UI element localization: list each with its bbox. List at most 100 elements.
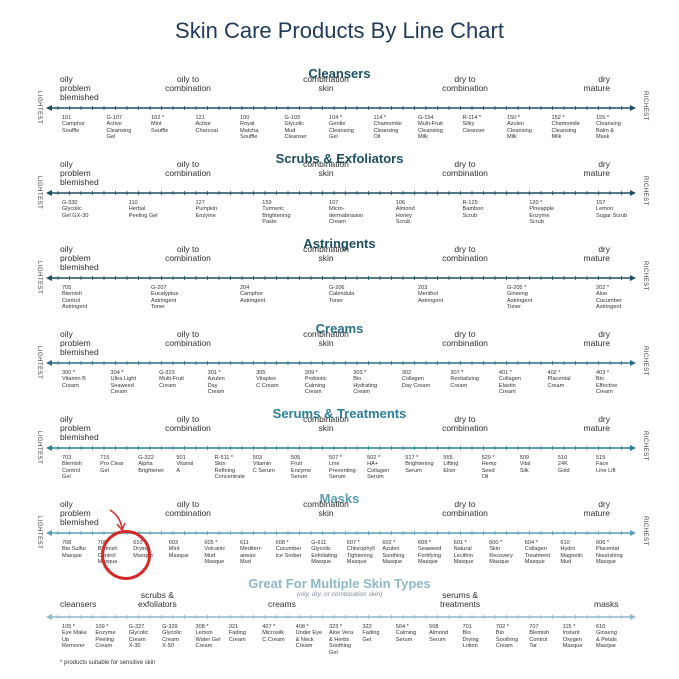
product-item: G-323 Multi-Fruit Cream [159, 370, 184, 389]
skin-type-label: oily to combination [165, 244, 211, 263]
product-item: 114 * Chamomile Cleansing Oil [373, 115, 402, 141]
product-item: 708 Bio Sulfur Masque [62, 540, 87, 559]
axis-line-2 [46, 275, 636, 281]
product-item: 110 Herbal Peeling Gel [128, 200, 158, 219]
product-item: 707 Blemish Control Tar [529, 624, 550, 650]
skin-type-label: dry mature [583, 74, 610, 93]
highlight-arrow-icon [109, 509, 126, 532]
product-item: 121 Active Charcoal [195, 115, 218, 134]
product-item: 502 * HA+ Collagen Serum [367, 455, 390, 481]
section-title: Serums & Treatments [272, 406, 407, 421]
skin-type-label: combination skin [303, 159, 349, 178]
skin-type-label: combination skin [303, 329, 349, 348]
product-item: 701 Bio Drying Lotion [462, 624, 479, 650]
richest-label: RICHEST [642, 261, 648, 291]
multi-section-title: Great For Multiple Skin Types [248, 576, 431, 591]
product-item: 601 * Natural Lecithin Masque [453, 540, 474, 566]
section-title: Creams [315, 321, 364, 336]
product-item: 504 * Calming Serum [395, 624, 417, 643]
skin-type-label: dry to combination [442, 499, 488, 518]
skin-type-label: oily problem blemished [60, 244, 99, 272]
product-item: 102 * Mint Souffle [151, 115, 169, 134]
product-item: 109 * Enzyme Peeling Cream [95, 624, 116, 650]
product-item: 403 * Bio Effective Cream [596, 370, 618, 396]
product-item: 610 Hydro Magnetic Mud [560, 540, 584, 566]
product-item: 715 Pro Clear Gel [100, 455, 124, 474]
lightest-label: LIGHTEST [36, 431, 42, 465]
lightest-label: LIGHTEST [36, 261, 42, 295]
product-item: G-107 Active Cleansing Gel [106, 115, 132, 141]
product-item: 105 * Eye Make Up Remover [62, 624, 87, 650]
product-item: 120 * Pineapple Enzyme Scrub [529, 200, 555, 226]
richest-label: RICHEST [642, 176, 648, 206]
product-item: 204 Camphor Astringent [240, 285, 266, 304]
richest-label: RICHEST [642, 346, 648, 376]
product-item: 323 * Aloe Vera & Herbs Soothing Gel [329, 624, 354, 656]
section-title: Astringents [303, 236, 376, 251]
product-item: 555 Lifting Elixir [443, 455, 459, 474]
lightest-label: LIGHTEST [36, 176, 42, 210]
product-item: G-327 Glycolic Cream X-30 [128, 624, 149, 650]
skin-type-label: dry mature [583, 414, 610, 433]
product-item: 309 * Probiotic Calming Cream [304, 370, 327, 396]
product-item: 304 * Ultra Light Seaweed Cream [110, 370, 137, 396]
skin-type-label: dry mature [583, 244, 610, 263]
product-item: 517 * Brightening Serum [405, 455, 434, 474]
category-label: masks [594, 599, 619, 609]
section-title: Scrubs & Exfoliators [275, 151, 404, 166]
product-item: 127 Pumpkin Enzyme [195, 200, 218, 219]
axis-line-1 [46, 190, 636, 196]
product-item: 509 Vital Silk [519, 455, 531, 474]
product-item: 107 Micro- dermabrasion Cream [329, 200, 364, 226]
lightest-label: LIGHTEST [36, 516, 42, 550]
product-item: G-322 Alpha Brightener [138, 455, 165, 474]
product-item: 606 * Placental Nourishing Masque [596, 540, 623, 566]
product-item: 505 Fruit Enzyme Serum [290, 455, 312, 481]
product-item: G-205 * Ginseng Astringent Toner [507, 285, 533, 311]
product-item: 501 Vitanol A [176, 455, 194, 474]
product-item: 322 Fading Gel [362, 624, 380, 643]
product-item: 157 Lemon Sugar Scrub [596, 200, 628, 219]
product-item: G-611 Glycolic Exfoliating Masque [311, 540, 337, 566]
lightest-label: LIGHTEST [36, 91, 42, 125]
product-item: 401 * Collagen Elastin Cream [498, 370, 521, 396]
product-item: 321 Fading Cream [228, 624, 246, 643]
product-item: 308 * Lemon Water Gel Cream [195, 624, 221, 650]
skin-type-label: oily to combination [165, 329, 211, 348]
product-item: G-207 Eucalyptus Astringent Toner [151, 285, 179, 311]
product-item: 603 Mint Masque [168, 540, 189, 559]
product-item: 300 * Vitamin B Cream [62, 370, 86, 389]
skin-type-label: combination skin [303, 414, 349, 433]
skin-type-label: oily to combination [165, 499, 211, 518]
product-item: 608 * Cucumber Ice Sorbet [275, 540, 302, 559]
skin-type-label: dry mature [583, 159, 610, 178]
product-item: 515 Face Line Lift [596, 455, 616, 474]
skin-type-label: dry to combination [442, 414, 488, 433]
skin-type-label: dry to combination [442, 329, 488, 348]
product-item: 152 * Chamomile Cleansing Milk [551, 115, 580, 141]
product-item: 703 Blemish Control Gel [62, 455, 82, 481]
skin-type-label: oily to combination [165, 74, 211, 93]
product-item: 305 Vitaplex C Cream [256, 370, 279, 389]
richest-label: RICHEST [642, 91, 648, 121]
product-item: 529 * Hemp Seed Oil [481, 455, 497, 481]
product-item: G-329 Glycolic Cream X-50 [162, 624, 182, 650]
product-item: 155 * Cleansing Balm & Mask [596, 115, 621, 141]
product-item: 702 * Bio Soothing Cream [495, 624, 518, 650]
product-item: G-206 Calendula Toner [329, 285, 355, 304]
skin-type-label: oily to combination [165, 414, 211, 433]
page-title: Skin Care Products By Line Chart [175, 18, 504, 43]
richest-label: RICHEST [642, 431, 648, 461]
product-item: 104 * Gentle Cleansing Gel [329, 115, 354, 141]
product-item: 302 Collagen Day Cream [401, 370, 431, 389]
multi-section-subtitle: (oily, dry, or combination skin) [296, 591, 383, 598]
axis-line-multi [46, 614, 636, 620]
skin-type-label: oily problem blemished [60, 414, 99, 442]
product-item: 604 * Collagen Treatment Masque [524, 540, 551, 566]
product-item: 507 * Line Preventing Serum [329, 455, 356, 481]
product-item: 609 * Seaweed Fortifying Masque [418, 540, 442, 566]
product-item: 602 * Azulen Soothing Masque [382, 540, 405, 566]
highlight-circle [101, 530, 151, 580]
skin-type-label: dry to combination [442, 159, 488, 178]
skin-type-label: oily problem blemished [60, 329, 99, 357]
